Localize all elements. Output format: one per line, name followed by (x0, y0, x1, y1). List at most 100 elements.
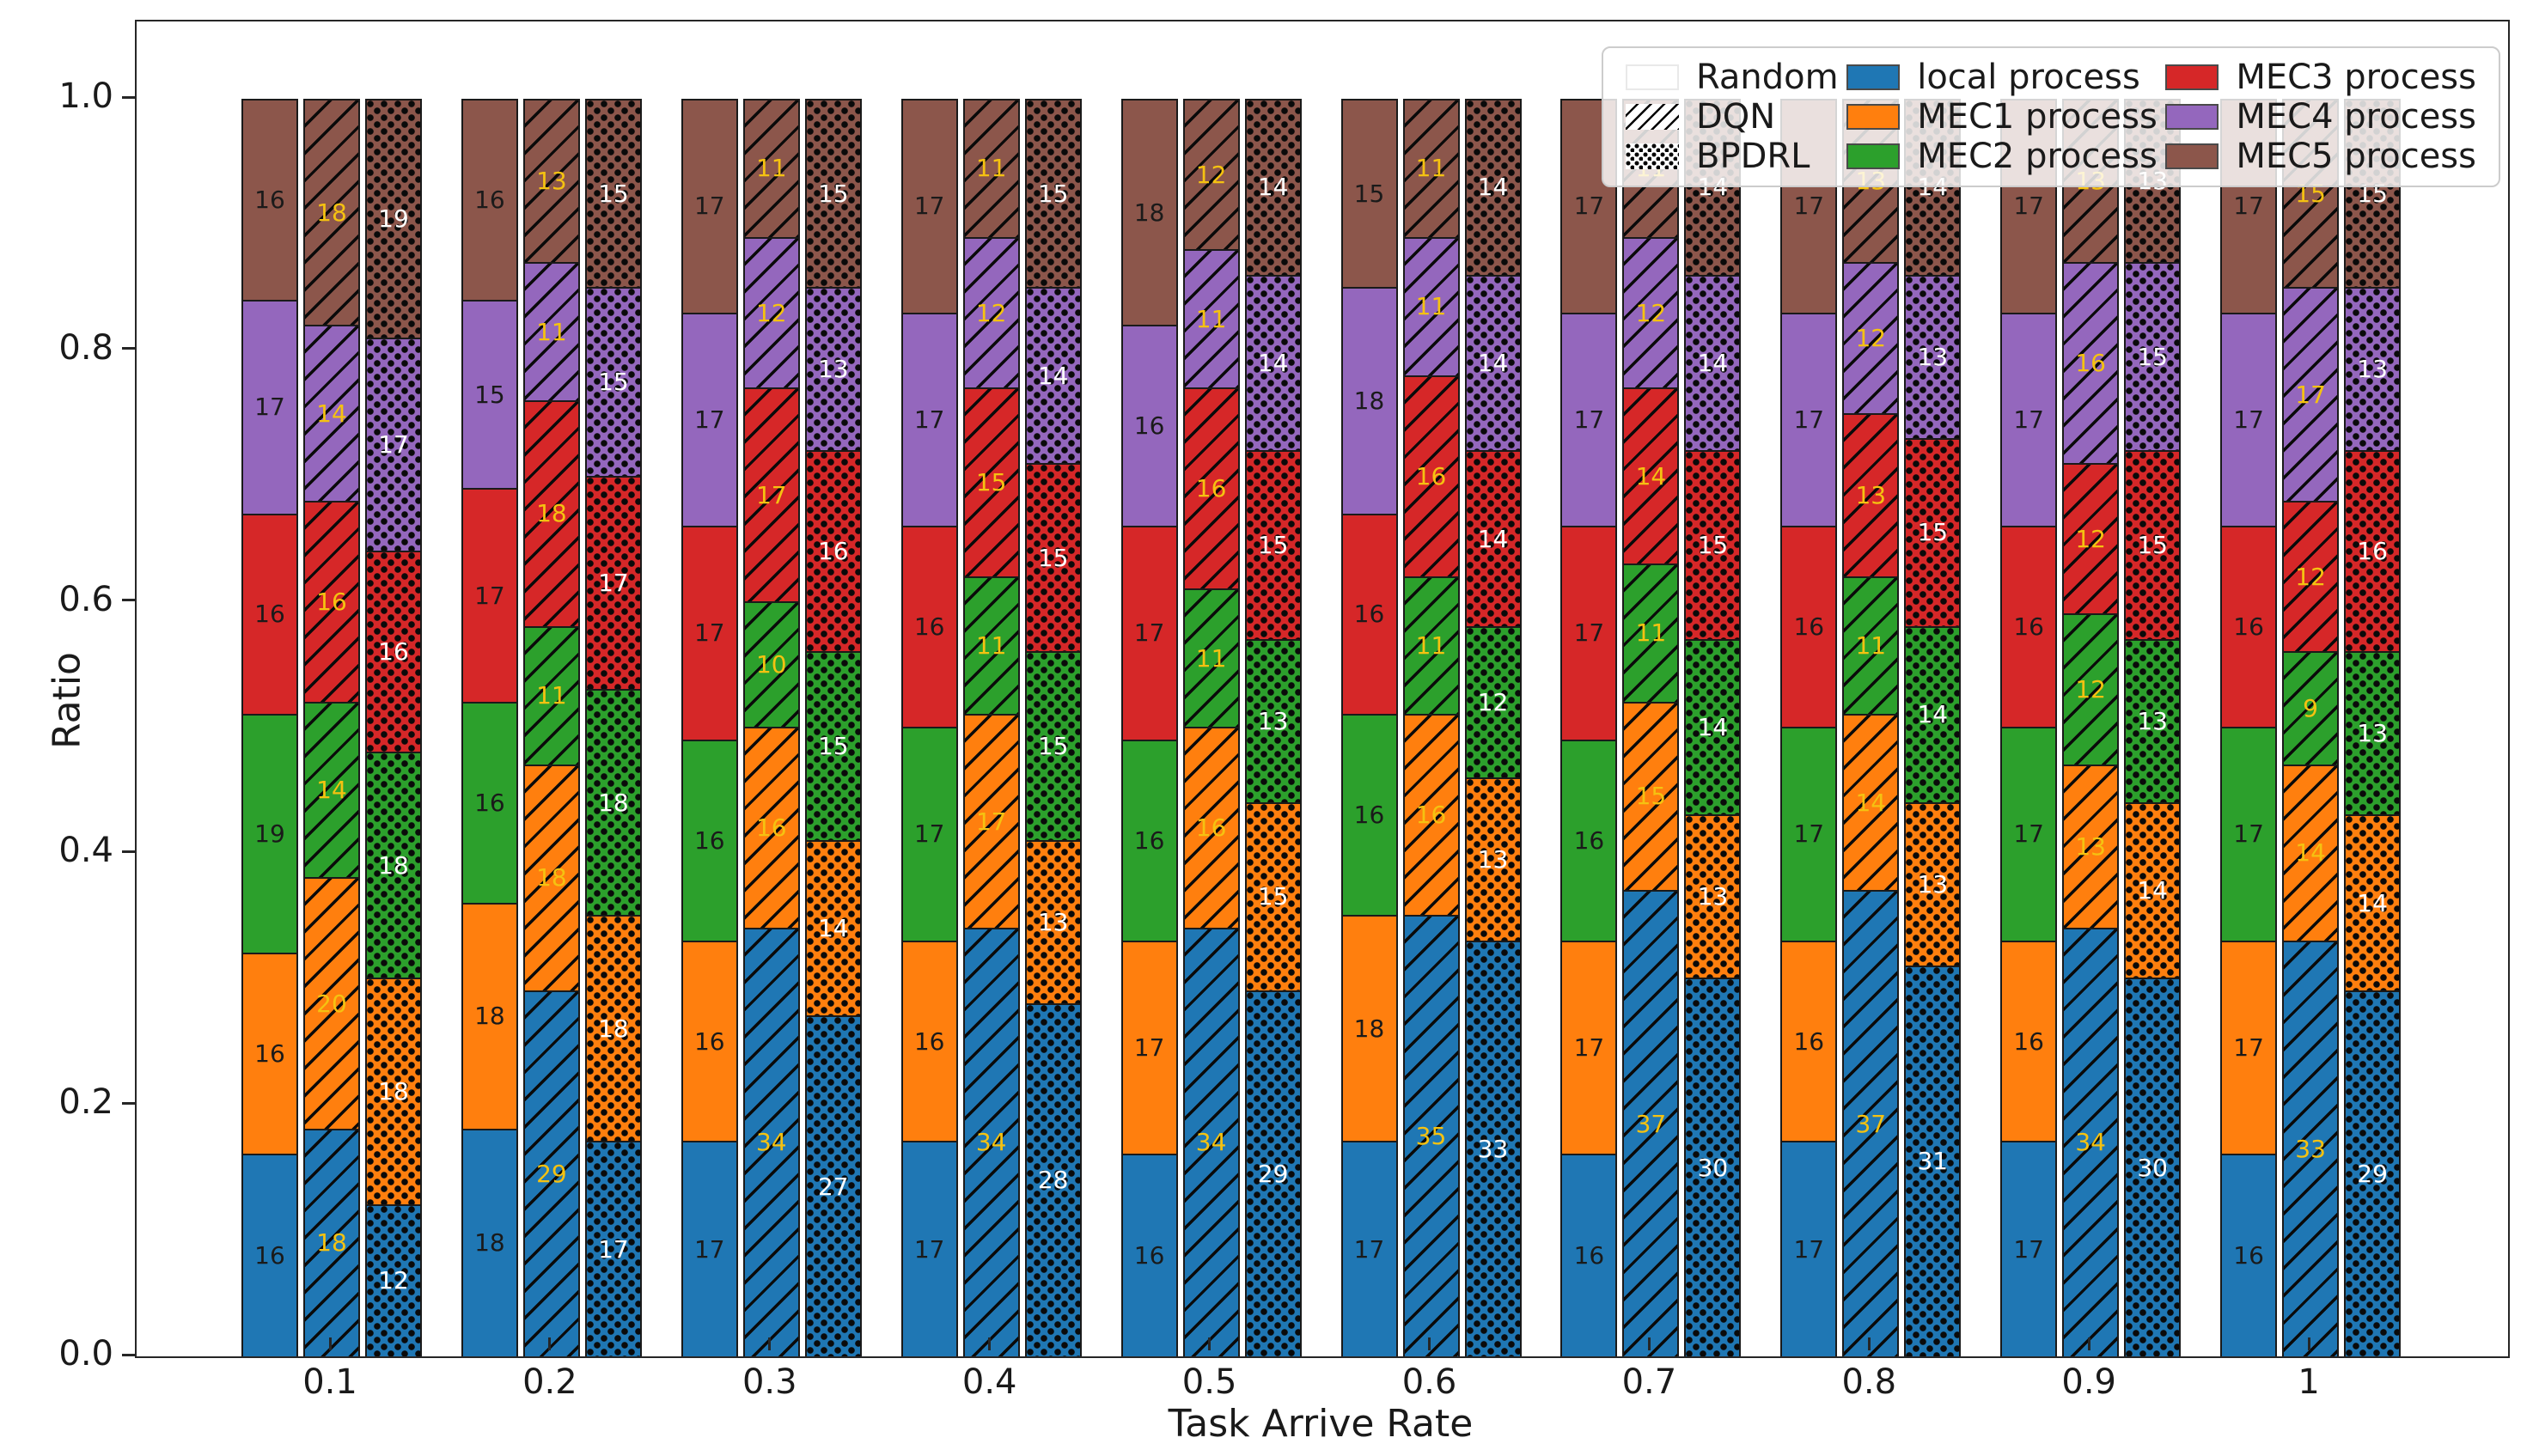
bar-segment-label: 17 (2013, 192, 2044, 221)
bar-segment-mec1: 13 (1466, 778, 1520, 942)
bar-segment-label: 17 (2013, 1234, 2044, 1264)
bar-segment-label: 14 (2137, 876, 2168, 905)
bar-segment-local: 17 (2002, 1142, 2056, 1356)
bar-segment-label: 17 (1573, 192, 1605, 221)
legend: Random DQN BPDRL local process MEC1 proc… (1602, 46, 2500, 187)
bar-segment-label: 17 (2233, 192, 2264, 221)
bar-dqn-1: 33 14 9 12 17 15 (2282, 99, 2340, 1356)
bar-segment-label: 14 (1477, 349, 1509, 378)
bar-segment-label: 16 (1133, 411, 1165, 441)
bar-segment-label: 13 (817, 355, 849, 384)
bar-segment-mec1: 14 (2126, 803, 2180, 980)
bar-bpdrl-0.2: 17 18 18 17 15 15 (584, 99, 642, 1356)
bar-segment-label: 17 (2013, 405, 2044, 434)
bar-segment-label: 13 (1477, 844, 1509, 874)
bar-segment-mec4: 12 (1624, 238, 1678, 390)
bar-segment-label: 17 (1793, 1234, 1825, 1264)
bar-bpdrl-0.6: 33 13 12 14 14 14 (1464, 99, 1522, 1356)
bar-random-0.6: 17 18 16 16 18 15 (1340, 99, 1398, 1356)
bar-segment-label: 18 (536, 499, 567, 528)
bar-segment-label: 28 (1037, 1166, 1069, 1195)
bar-segment-mec4: 15 (586, 289, 640, 478)
bar-segment-label: 16 (1133, 825, 1165, 855)
bar-segment-label: 16 (1353, 600, 1385, 629)
bar-segment-mec2: 18 (367, 753, 420, 980)
legend-item-random: Random (1626, 58, 1839, 97)
bar-segment-label: 14 (316, 399, 347, 428)
bar-segment-mec5: 17 (682, 101, 736, 314)
bar-dqn-0.5: 34 16 11 16 11 12 (1182, 99, 1240, 1356)
mec4-process-swatch-icon (2165, 104, 2219, 130)
bar-segment-mec2: 10 (744, 602, 798, 729)
bar-segment-mec3: 17 (462, 490, 516, 704)
bar-segment-mec1: 18 (586, 917, 640, 1143)
x-tick (328, 1337, 332, 1350)
bar-segment-mec1: 16 (2002, 941, 2056, 1143)
bar-segment-label: 16 (2075, 349, 2106, 378)
bar-segment-mec2: 17 (2222, 728, 2276, 942)
bar-segment-label: 17 (693, 618, 725, 648)
bar-segment-label: 11 (1855, 631, 1887, 660)
bar-segment-label: 16 (2357, 537, 2388, 566)
bar-segment-label: 16 (1793, 612, 1825, 642)
bar-segment-mec5: 15 (586, 101, 640, 289)
bar-segment-label: 12 (975, 298, 1007, 327)
bar-segment-mec4: 14 (1686, 276, 1740, 453)
bar-segment-label: 18 (1353, 1014, 1385, 1043)
bar-segment-mec3: 16 (1782, 527, 1836, 729)
bar-segment-mec3: 17 (1122, 527, 1176, 741)
bar-segment-mec3: 16 (1404, 376, 1458, 578)
bar-segment-mec3: 12 (2064, 465, 2118, 616)
bar-segment-label: 12 (1855, 323, 1887, 352)
bar-segment-label: 16 (1573, 825, 1605, 855)
bar-segment-local: 29 (524, 992, 578, 1356)
bar-segment-mec4: 17 (2002, 314, 2056, 528)
bar-segment-local: 34 (1184, 929, 1238, 1356)
bar-segment-label: 29 (2357, 1160, 2388, 1189)
bar-segment-label: 17 (2233, 405, 2264, 434)
bar-dqn-0.9: 341312121613 (2062, 99, 2120, 1356)
bar-segment-local: 12 (367, 1205, 420, 1356)
legend-label: MEC2 process (1917, 137, 2158, 176)
bar-segment-mec1: 17 (964, 716, 1018, 929)
bar-segment-label: 16 (1415, 461, 1447, 490)
bar-segment-label: 15 (2137, 531, 2168, 560)
bar-segment-local: 17 (1342, 1142, 1396, 1356)
bar-segment-mec1: 15 (1246, 803, 1300, 993)
bar-segment-mec5: 18 (1122, 101, 1176, 327)
bar-segment-mec4: 15 (462, 301, 516, 490)
bar-segment-mec4: 13 (2346, 289, 2400, 453)
bar-segment-mec1: 17 (1562, 941, 1616, 1156)
y-tick-label: 0.6 (58, 579, 113, 619)
bar-segment-label: 13 (1917, 342, 1949, 371)
bar-segment-label: 17 (1353, 1234, 1385, 1264)
bar-segment-label: 17 (693, 405, 725, 434)
bar-segment-label: 16 (2233, 612, 2264, 642)
bar-bpdrl-1: 29 14 13 16 13 15 (2344, 99, 2402, 1356)
bar-segment-mec2: 16 (1122, 740, 1176, 942)
bar-segment-label: 16 (755, 813, 787, 842)
x-tick-label: 0.1 (302, 1362, 357, 1402)
bar-dqn-0.2: 29 18 11 18 11 13 (522, 99, 580, 1356)
bar-segment-mec3: 15 (2126, 452, 2180, 641)
bar-segment-label: 14 (316, 776, 347, 805)
bar-segment-label: 17 (693, 192, 725, 221)
bar-segment-local: 16 (2222, 1155, 2276, 1356)
bar-segment-mec4: 18 (1342, 289, 1396, 515)
bar-segment-label: 16 (913, 612, 945, 642)
bar-segment-label: 17 (1133, 618, 1165, 648)
bar-segment-label: 15 (1635, 782, 1667, 811)
bar-segment-label: 16 (254, 1039, 285, 1069)
y-tick (122, 347, 135, 350)
bar-bpdrl-0.8: 311314151314 (1904, 99, 1962, 1356)
bar-segment-mec2: 13 (1246, 640, 1300, 804)
bar-segment-mec2: 11 (1624, 564, 1678, 704)
legend-label: MEC1 process (1917, 97, 2158, 137)
bar-segment-label: 18 (536, 863, 567, 892)
x-tick (2307, 1337, 2310, 1350)
legend-item-mec5-process: MEC5 process (2165, 137, 2476, 176)
bar-random-0.7: 16 17 16 17 17 17 (1560, 99, 1618, 1356)
bar-segment-mec3: 16 (305, 502, 358, 704)
bar-segment-local: 27 (806, 1017, 860, 1356)
bar-segment-mec1: 13 (2064, 765, 2118, 929)
